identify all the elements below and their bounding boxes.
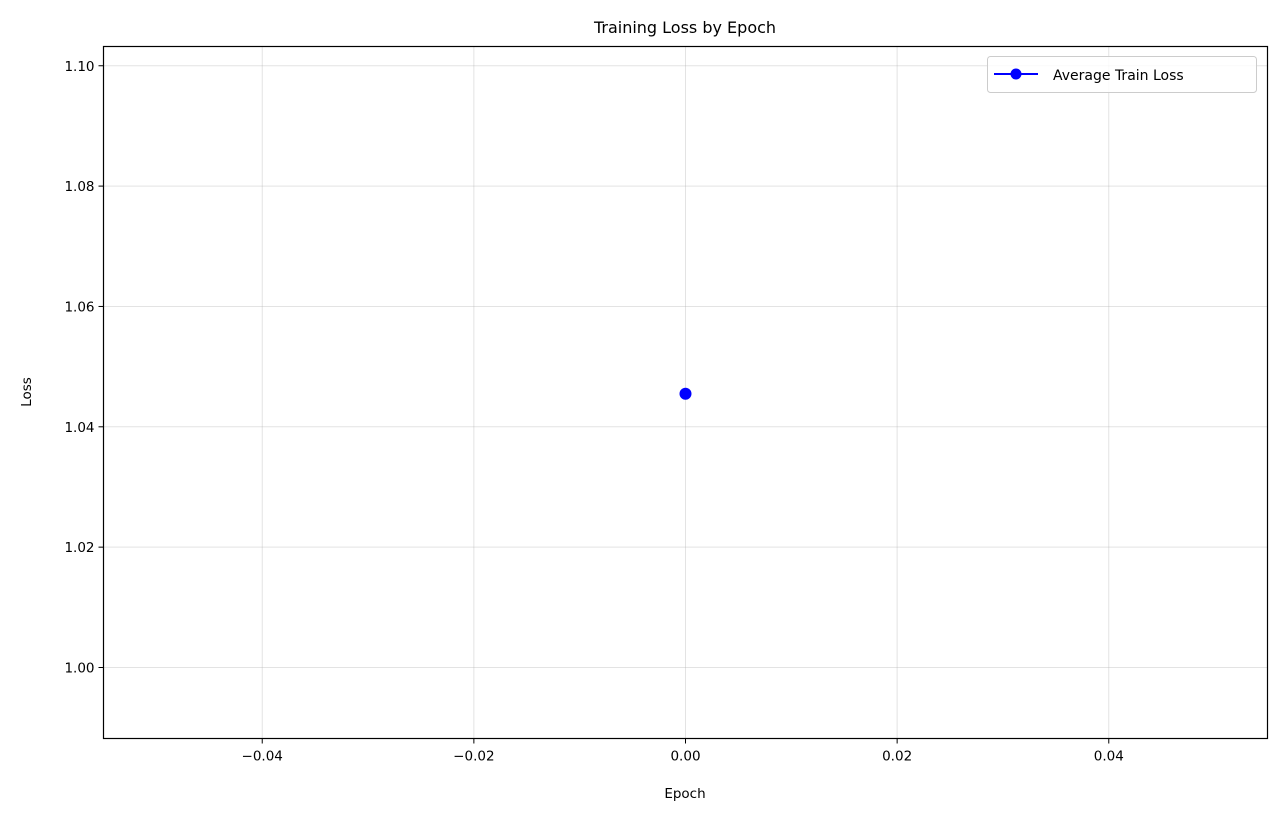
- legend-label: Average Train Loss: [1053, 68, 1184, 84]
- y-tick-label: 1.04: [64, 420, 94, 436]
- legend-marker: [1010, 68, 1022, 80]
- grid: [103, 46, 1268, 739]
- x-tick-label: −0.04: [242, 749, 283, 765]
- x-tick-label: 0.00: [670, 749, 700, 765]
- x-tick-label: 0.04: [1094, 749, 1124, 765]
- series-layer: [679, 387, 692, 400]
- y-tick-label: 1.10: [64, 59, 94, 75]
- y-tick-label: 1.06: [64, 299, 94, 315]
- x-tick-label: −0.02: [453, 749, 494, 765]
- y-tick-label: 1.00: [64, 660, 94, 676]
- x-tick-label: 0.02: [882, 749, 912, 765]
- chart-title: Training Loss by Epoch: [593, 18, 776, 37]
- y-tick-label: 1.08: [64, 179, 94, 195]
- data-point: [679, 387, 692, 400]
- x-axis-label: Epoch: [664, 786, 705, 802]
- legend-frame: [987, 56, 1257, 93]
- y-tick-label: 1.02: [64, 540, 94, 556]
- ticks: −0.04 −0.02 0.00 0.02 0.04 1.00 1.02 1.04 1.06 1.…: [64, 59, 1123, 765]
- y-axis-label: Loss: [19, 377, 35, 407]
- legend: Average Train Loss: [987, 56, 1257, 93]
